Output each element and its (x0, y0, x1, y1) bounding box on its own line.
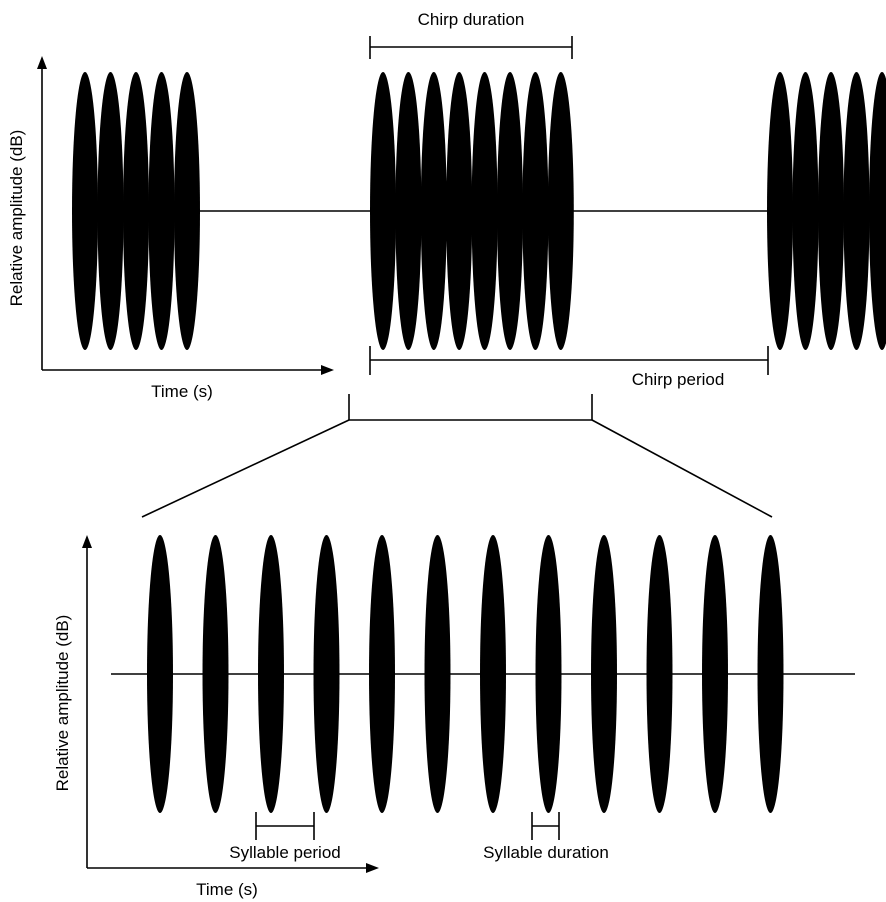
chirp-2-syllable-7 (522, 72, 549, 350)
top-x-axis-label: Time (s) (151, 382, 213, 401)
bottom-x-axis-label: Time (s) (196, 880, 258, 899)
chirp-period-label: Chirp period (632, 370, 725, 389)
chirp-2-syllable-6 (497, 72, 523, 350)
syllable-11 (702, 535, 728, 813)
chirp-3-syllable-2 (792, 72, 819, 350)
syllable-1 (147, 535, 173, 813)
chirp-1 (72, 72, 200, 350)
syllable-period-bracket (255, 812, 315, 840)
syllable-2 (202, 535, 229, 813)
chirp-1-syllable-2 (97, 72, 124, 350)
chirp-period-bracket (369, 346, 769, 375)
chirp-duration-label: Chirp duration (418, 10, 525, 29)
bottom-panel: Syllable period Syllable duration Time (… (53, 535, 855, 899)
syllable-5 (369, 535, 395, 813)
bottom-y-axis-arrowhead (82, 535, 92, 548)
chirp-1-syllable-4 (148, 72, 175, 350)
chirp-2-syllable-2 (395, 72, 422, 350)
chirp-3-syllable-1 (767, 72, 793, 350)
syllable-duration-label: Syllable duration (483, 843, 609, 862)
syllable-10 (646, 535, 673, 813)
top-panel: Chirp duration Chirp period Time (s) Rel… (7, 10, 886, 401)
chirp-1-syllable-1 (72, 72, 98, 350)
chirp-2-syllable-8 (547, 72, 574, 350)
zoom-connector (141, 394, 773, 518)
syllable-9 (591, 535, 617, 813)
syllable-3 (258, 535, 284, 813)
chirp-2-syllable-3 (420, 72, 447, 350)
syllable-6 (424, 535, 451, 813)
syllable-7 (480, 535, 506, 813)
syllable-4 (313, 535, 340, 813)
syllable-12 (757, 535, 784, 813)
chirp-2-syllable-4 (446, 72, 473, 350)
chirp-1-syllable-3 (123, 72, 149, 350)
syllable-8 (535, 535, 562, 813)
chirp-3-syllable-3 (818, 72, 844, 350)
top-y-axis-arrowhead (37, 56, 47, 69)
top-y-axis-label: Relative amplitude (dB) (7, 130, 26, 307)
chirp-2-syllable-1 (370, 72, 396, 350)
chirp-3 (767, 72, 886, 350)
chirp-1-syllable-5 (174, 72, 200, 350)
chirp-2 (370, 72, 574, 350)
chirp-duration-bracket (369, 36, 573, 59)
chirp-2-syllable-5 (471, 72, 498, 350)
syllables (147, 535, 784, 813)
chirp-3-syllable-5 (869, 72, 886, 350)
bottom-x-axis-arrowhead (366, 863, 379, 873)
syllable-duration-bracket (531, 812, 560, 840)
syllable-period-label: Syllable period (229, 843, 341, 862)
chirp-3-syllable-4 (843, 72, 870, 350)
top-x-axis-arrowhead (321, 365, 334, 375)
bottom-y-axis-label: Relative amplitude (dB) (53, 615, 72, 792)
